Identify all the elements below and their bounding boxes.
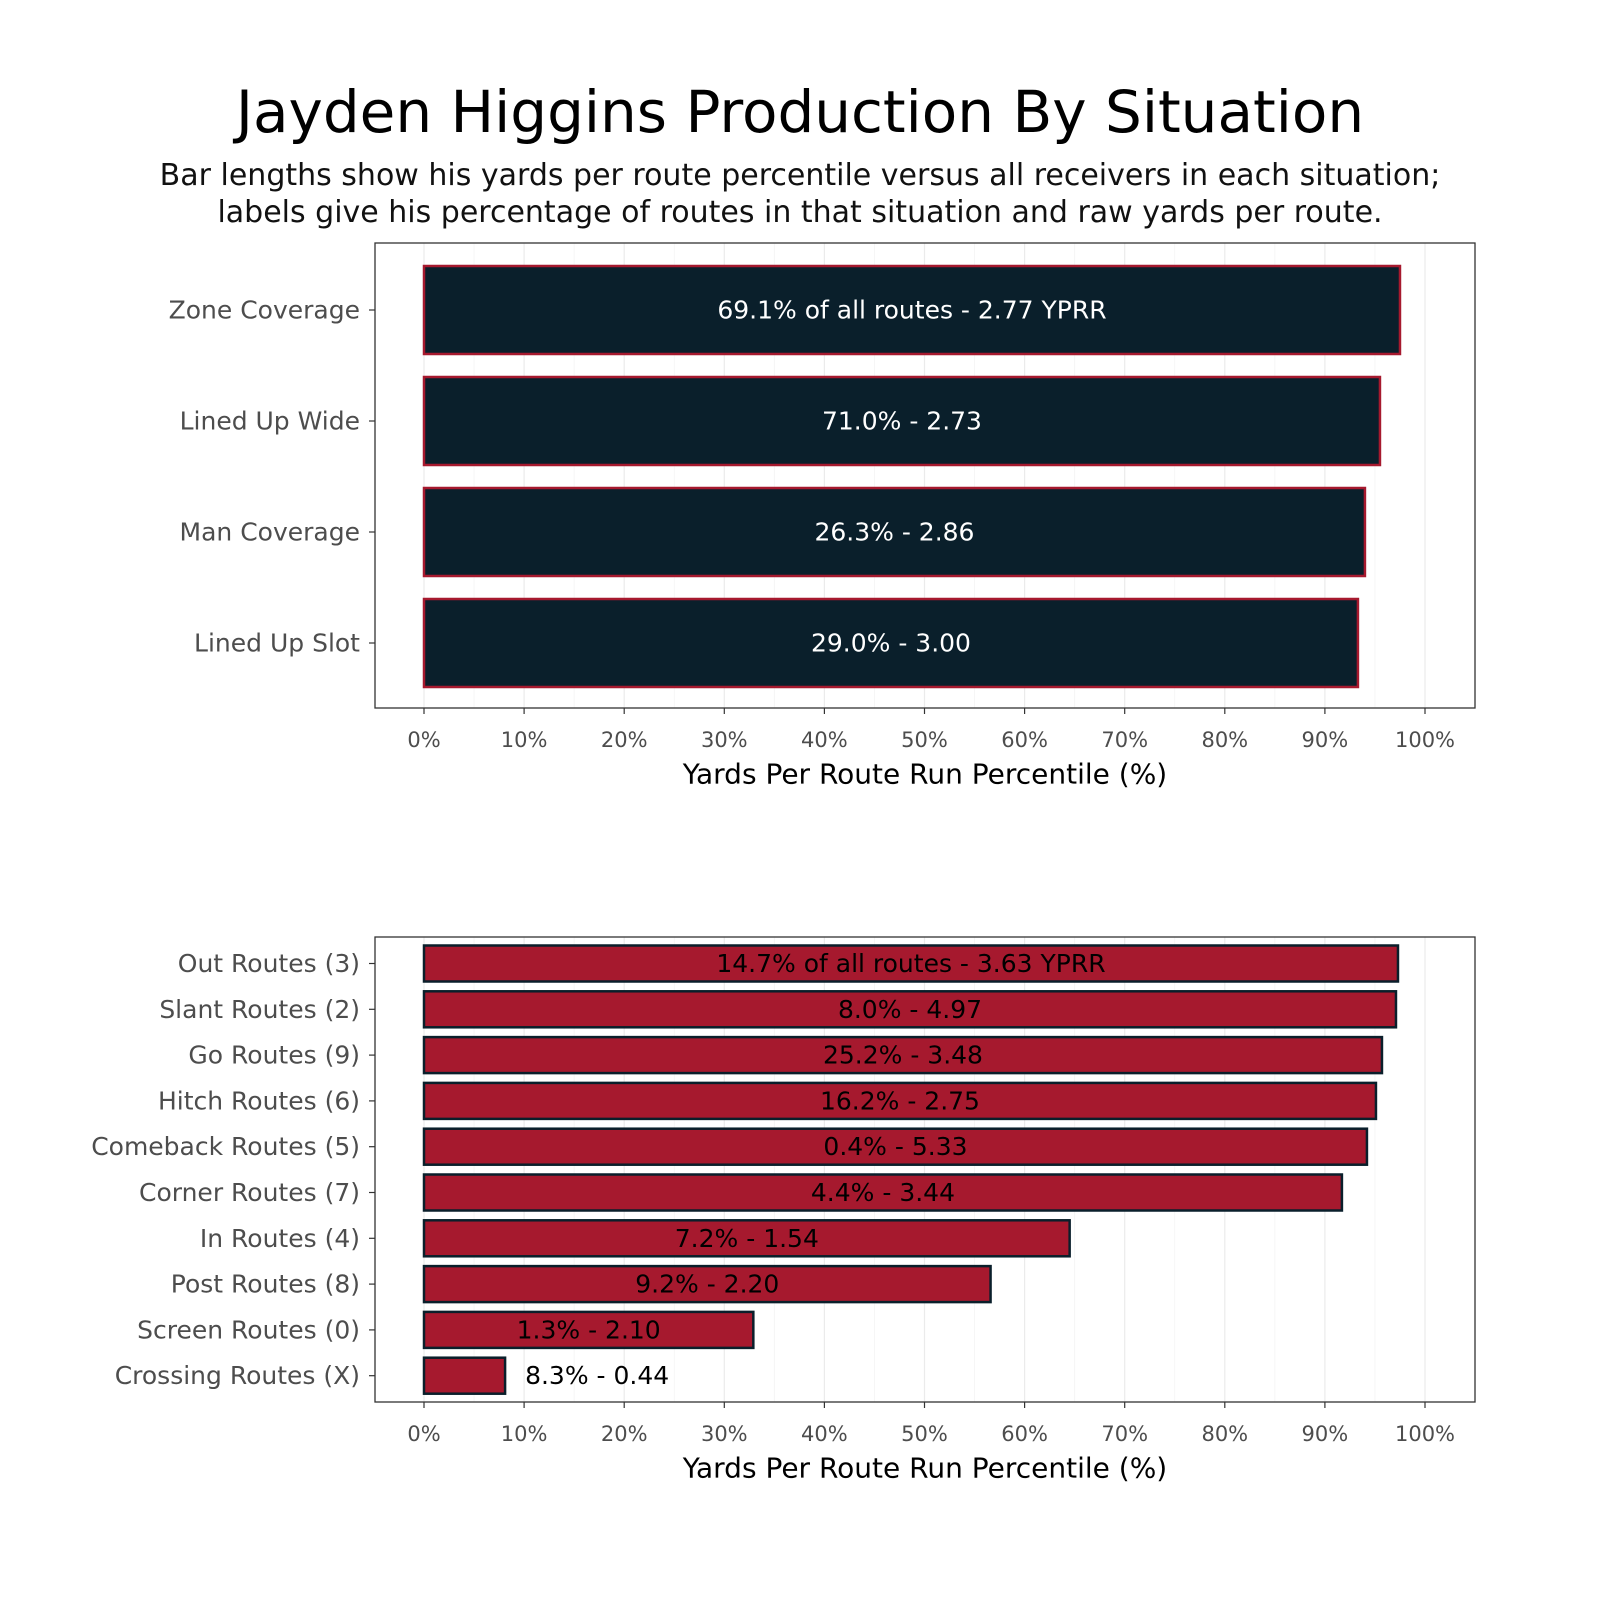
bar-value-label: 1.3% - 2.10 [517, 1315, 661, 1344]
bar-value-label: 8.0% - 4.97 [838, 995, 982, 1024]
x-tick-label: 10% [501, 1422, 548, 1446]
x-tick-label: 70% [1101, 728, 1148, 752]
bar [422, 1264, 992, 1304]
category-label: Lined Up Wide [180, 407, 360, 436]
bar [422, 1081, 1378, 1121]
x-tick-label: 40% [801, 1422, 848, 1446]
subtitle-line-1: Bar lengths show his yards per route per… [159, 158, 1441, 193]
x-axis-title: Yards Per Route Run Percentile (%) [682, 758, 1167, 791]
x-tick-label: 40% [801, 728, 848, 752]
bar [422, 375, 1382, 467]
bar-value-label: 4.4% - 3.44 [811, 1178, 955, 1207]
bar [422, 1173, 1344, 1212]
category-label: Corner Routes (7) [139, 1178, 360, 1207]
category-label: Zone Coverage [169, 296, 360, 325]
category-label: Crossing Routes (X) [115, 1361, 360, 1390]
bar-value-label: 69.1% of all routes - 2.77 YPRR [717, 296, 1106, 325]
x-tick-label: 60% [1001, 1422, 1048, 1446]
x-tick-label: 20% [601, 1422, 648, 1446]
category-label: Post Routes (8) [171, 1270, 360, 1299]
bar-value-label: 14.7% of all routes - 3.63 YPRR [716, 949, 1105, 978]
bar-value-label: 9.2% - 2.20 [635, 1270, 779, 1299]
x-tick-label: 0% [407, 728, 440, 752]
category-label: In Routes (4) [200, 1224, 360, 1253]
category-label: Hitch Routes (6) [158, 1086, 360, 1115]
category-label: Go Routes (9) [188, 1041, 360, 1070]
x-tick-label: 50% [901, 728, 948, 752]
x-tick-label: 90% [1302, 1422, 1349, 1446]
x-tick-label: 80% [1201, 1422, 1248, 1446]
x-tick-label: 80% [1201, 728, 1248, 752]
bar [422, 1310, 755, 1350]
bar-value-label: 16.2% - 2.75 [820, 1086, 980, 1115]
bar [422, 264, 1402, 356]
bar [422, 1127, 1369, 1166]
x-tick-label: 0% [407, 1422, 440, 1446]
category-label: Man Coverage [180, 518, 360, 547]
bar-value-label: 8.3% - 0.44 [525, 1361, 669, 1390]
bar [422, 1219, 1071, 1258]
bar-value-label: 71.0% - 2.73 [822, 407, 982, 436]
x-tick-label: 10% [501, 728, 548, 752]
x-tick-label: 50% [901, 1422, 948, 1446]
x-axis-title: Yards Per Route Run Percentile (%) [682, 1452, 1167, 1485]
bar [422, 944, 1400, 983]
category-label: Lined Up Slot [194, 629, 360, 658]
bar-value-label: 25.2% - 3.48 [823, 1041, 983, 1070]
bar [422, 597, 1360, 689]
x-tick-label: 20% [601, 728, 648, 752]
bar [422, 1356, 507, 1395]
bar [422, 990, 1398, 1029]
category-label: Out Routes (3) [178, 949, 360, 978]
x-tick-label: 60% [1001, 728, 1048, 752]
x-tick-label: 100% [1395, 1422, 1455, 1446]
chart-subtitle: Bar lengths show his yards per route per… [0, 157, 1600, 231]
x-tick-label: 30% [701, 728, 748, 752]
x-tick-label: 90% [1302, 728, 1349, 752]
bar-value-label: 0.4% - 5.33 [823, 1132, 967, 1161]
x-tick-label: 100% [1395, 728, 1455, 752]
subtitle-line-2: labels give his percentage of routes in … [217, 195, 1383, 230]
category-label: Comeback Routes (5) [91, 1132, 360, 1161]
category-label: Screen Routes (0) [137, 1315, 360, 1344]
category-label: Slant Routes (2) [159, 995, 360, 1024]
x-tick-label: 30% [701, 1422, 748, 1446]
bar [422, 1035, 1384, 1075]
bar-value-label: 29.0% - 3.00 [811, 629, 971, 658]
bar-value-label: 7.2% - 1.54 [675, 1224, 819, 1253]
bar [422, 486, 1367, 578]
bar-value-label: 26.3% - 2.86 [814, 518, 974, 547]
chart-title: Jayden Higgins Production By Situation [235, 78, 1365, 146]
x-tick-label: 70% [1101, 1422, 1148, 1446]
